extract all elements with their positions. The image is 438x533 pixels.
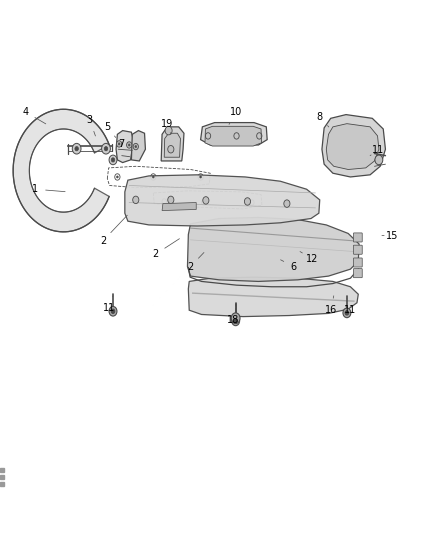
Circle shape <box>375 155 383 165</box>
Circle shape <box>200 176 201 178</box>
Circle shape <box>109 306 117 316</box>
FancyBboxPatch shape <box>353 258 362 267</box>
Polygon shape <box>116 131 134 163</box>
Circle shape <box>165 126 172 135</box>
Polygon shape <box>322 115 385 177</box>
FancyBboxPatch shape <box>353 245 362 254</box>
Circle shape <box>117 176 118 178</box>
Text: 4: 4 <box>22 107 28 117</box>
Polygon shape <box>161 127 184 161</box>
Text: 19: 19 <box>161 119 173 128</box>
Circle shape <box>284 200 290 207</box>
Polygon shape <box>187 217 359 281</box>
Text: 2: 2 <box>187 262 194 271</box>
Text: 12: 12 <box>306 254 318 263</box>
Text: 11: 11 <box>344 305 357 315</box>
Text: 6: 6 <box>290 262 297 271</box>
Text: 16: 16 <box>325 305 337 315</box>
Circle shape <box>168 196 174 204</box>
Polygon shape <box>13 109 109 232</box>
Circle shape <box>111 309 115 313</box>
Polygon shape <box>205 126 261 146</box>
Circle shape <box>133 143 138 150</box>
Polygon shape <box>326 124 379 169</box>
FancyBboxPatch shape <box>353 233 362 242</box>
FancyBboxPatch shape <box>353 269 362 278</box>
Circle shape <box>133 196 139 204</box>
Circle shape <box>152 176 154 178</box>
Text: 10: 10 <box>230 107 242 117</box>
Polygon shape <box>125 175 320 226</box>
Polygon shape <box>131 131 145 161</box>
Text: 3: 3 <box>87 115 93 125</box>
Circle shape <box>232 316 240 326</box>
Polygon shape <box>201 123 267 145</box>
Polygon shape <box>162 203 196 211</box>
Circle shape <box>231 313 240 324</box>
Text: 18: 18 <box>227 315 239 325</box>
Circle shape <box>111 158 115 162</box>
Polygon shape <box>164 133 180 157</box>
Circle shape <box>109 155 117 165</box>
Text: 7: 7 <box>119 139 125 149</box>
Circle shape <box>203 197 209 204</box>
Circle shape <box>168 146 174 153</box>
Circle shape <box>135 146 137 148</box>
Text: 11: 11 <box>372 146 384 155</box>
Text: 15: 15 <box>386 231 398 240</box>
Circle shape <box>128 144 130 146</box>
Circle shape <box>104 147 108 151</box>
Circle shape <box>244 198 251 205</box>
Circle shape <box>117 141 122 147</box>
Text: 1: 1 <box>32 184 38 194</box>
Text: 5: 5 <box>104 122 110 132</box>
Circle shape <box>102 143 110 154</box>
Circle shape <box>234 319 237 323</box>
Circle shape <box>72 143 81 154</box>
Polygon shape <box>188 277 358 317</box>
Text: 2: 2 <box>152 249 159 259</box>
Text: 2: 2 <box>100 236 106 246</box>
Circle shape <box>345 311 349 315</box>
Circle shape <box>127 142 132 148</box>
Circle shape <box>118 143 120 145</box>
Text: 11: 11 <box>102 303 115 313</box>
Circle shape <box>75 147 78 151</box>
Circle shape <box>343 308 351 318</box>
Text: 8: 8 <box>317 112 323 122</box>
